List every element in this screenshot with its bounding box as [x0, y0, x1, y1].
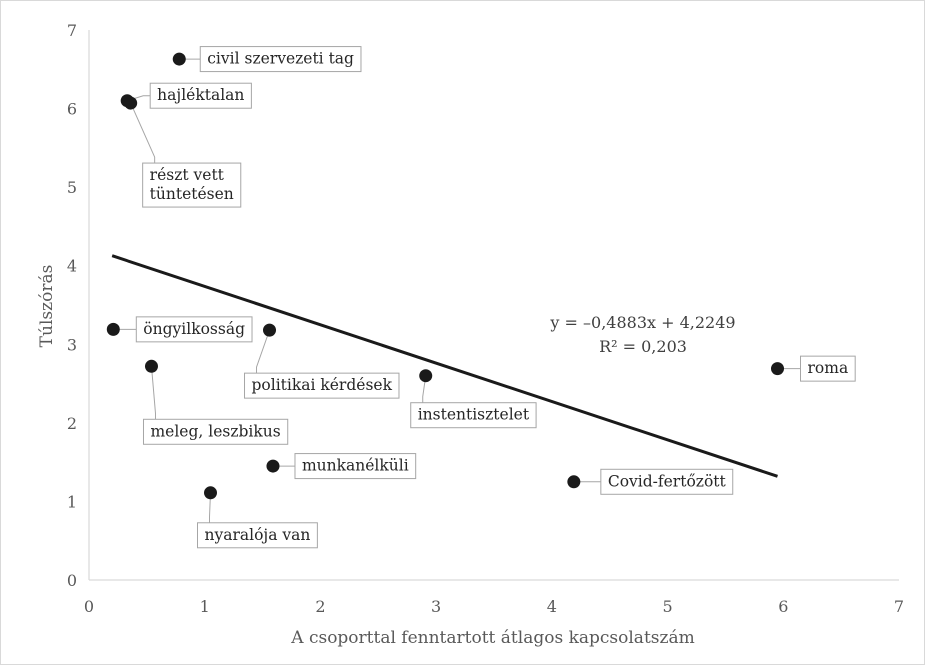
data-label-box — [199, 46, 362, 73]
data-label: civil szervezeti tag — [199, 46, 362, 73]
axes — [88, 30, 899, 581]
data-label-text: Covid-fertőzött — [608, 472, 727, 490]
data-points — [106, 52, 784, 500]
trendline — [111, 254, 778, 478]
data-label-box — [244, 372, 400, 399]
x-axis-title: A csoporttal fenntartott átlagos kapcsol… — [290, 628, 694, 648]
data-label-text: öngyilkosság — [143, 320, 245, 338]
leader-line — [130, 102, 156, 164]
tick-labels: 0 1 2 3 4 5 6 7 0 1 2 3 4 5 6 7 — [67, 21, 904, 616]
leader-line — [209, 492, 211, 523]
data-label-box — [294, 453, 417, 480]
data-point — [144, 359, 158, 373]
leader-line — [422, 375, 427, 403]
trendline-equation: y = –0,4883x + 4,2249 — [549, 313, 735, 332]
data-label-box — [197, 522, 318, 549]
y-tick-label: 0 — [67, 571, 77, 590]
data-label-box — [142, 162, 242, 208]
data-label-box — [135, 316, 253, 343]
x-tick-label: 0 — [84, 597, 94, 616]
x-tick-label: 6 — [778, 597, 788, 616]
data-label: Covid-fertőzött — [600, 468, 734, 495]
data-label: nyaralója van — [197, 522, 318, 549]
data-label-box — [800, 355, 856, 382]
data-label-text: politikai kérdések — [252, 376, 393, 394]
data-point — [204, 486, 217, 500]
data-point — [771, 362, 784, 376]
y-tick-label: 5 — [67, 178, 77, 197]
y-tick-label: 3 — [67, 335, 77, 354]
data-point — [106, 322, 120, 336]
data-labels: civil szervezeti tag hajléktalan részt vet… — [135, 46, 856, 549]
data-point — [567, 475, 581, 489]
data-label-box — [149, 82, 252, 109]
data-label-box — [142, 418, 289, 445]
x-tick-label: 5 — [662, 597, 672, 616]
trendline-group — [111, 254, 778, 478]
data-label: munkanélküli — [294, 453, 417, 480]
data-label-text: civil szervezeti tag — [207, 50, 354, 68]
data-label: meleg, leszbikus — [142, 418, 289, 445]
x-tick-label: 7 — [894, 597, 904, 616]
data-point — [172, 52, 186, 66]
data-label-text: tüntetésen — [150, 185, 234, 203]
data-label-text: munkanélküli — [302, 457, 409, 475]
data-label: instentisztelet — [410, 402, 537, 429]
data-label-text: hajléktalan — [157, 86, 244, 104]
data-label-box — [600, 468, 734, 495]
data-point — [266, 459, 280, 473]
data-point — [263, 323, 277, 337]
data-point — [419, 369, 433, 383]
leader-line — [150, 366, 156, 420]
y-tick-label: 7 — [67, 21, 77, 40]
x-tick-label: 3 — [431, 597, 441, 616]
y-axis-title: Túlszórás — [37, 265, 57, 348]
y-tick-label: 4 — [67, 257, 77, 276]
data-label: roma — [800, 355, 856, 382]
leader-line — [256, 329, 270, 374]
data-label-box — [410, 402, 537, 429]
x-tick-label: 2 — [315, 597, 325, 616]
data-label-text: meleg, leszbikus — [150, 422, 280, 440]
data-label: hajléktalan — [149, 82, 252, 109]
x-tick-label: 1 — [200, 597, 210, 616]
data-label-text: nyaralója van — [205, 526, 311, 544]
y-tick-label: 6 — [67, 100, 77, 119]
data-label-text: részt vett — [150, 166, 225, 184]
y-tick-label: 1 — [67, 492, 77, 511]
data-label: politikai kérdések — [244, 372, 400, 399]
data-label: öngyilkosság — [135, 316, 253, 343]
data-label-text: roma — [808, 359, 849, 377]
x-tick-label: 4 — [547, 597, 557, 616]
data-label-text: instentisztelet — [418, 406, 530, 424]
y-tick-label: 2 — [67, 414, 77, 433]
data-point — [124, 96, 138, 110]
trendline-r2: R² = 0,203 — [599, 337, 687, 356]
